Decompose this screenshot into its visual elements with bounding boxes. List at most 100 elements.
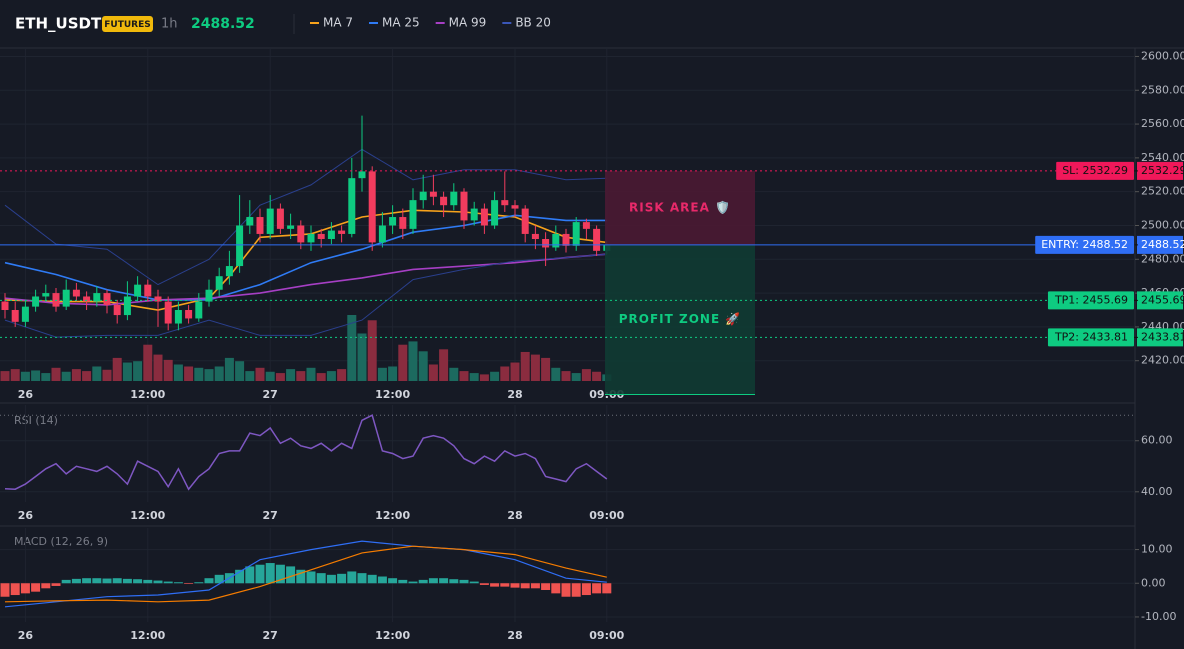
macd-hist [479,583,489,585]
macd-line [4,540,607,608]
macd-hist [275,564,285,584]
macd-hist [592,583,602,594]
macd-hist [153,580,163,584]
macd-title: MACD (12, 26, 9) [14,535,108,548]
legend-label: MA 7 [323,16,353,30]
volume-bar [61,371,71,381]
macd-hist [82,578,92,584]
macd-hist [61,579,71,584]
level-tag: TP1: 2455.69 [1054,293,1128,306]
candle-body [215,276,223,290]
candle-body [521,208,529,234]
y-tick-label: -10.00 [1141,610,1176,623]
x-tick-label: 26 [18,388,34,401]
macd-hist [337,573,347,584]
y-tick-label: 2420.00 [1141,354,1184,367]
macd-hist [490,583,500,587]
x-tick-label: 12:00 [130,629,165,642]
x-tick-label: 27 [263,629,278,642]
level-tag: SL: 2532.29 [1062,164,1128,177]
volume-bar [551,367,561,381]
macd-hist [255,564,265,584]
macd-hist [265,563,275,584]
candle-body [399,217,407,229]
y-tick-label: 10.00 [1141,543,1173,556]
macd-hist [112,578,122,584]
level-tag: TP2: 2433.81 [1054,330,1128,343]
macd-hist [347,571,357,584]
volume-bar [377,367,387,381]
volume-bar [204,369,214,381]
macd-hist [571,583,581,597]
macd-hist [133,579,143,584]
volume-bar [245,371,255,381]
symbol: ETH_USDT [15,15,102,33]
macd-hist [122,578,132,584]
macd-hist [184,583,194,584]
axis-price-bg [1137,328,1183,347]
volume-bar [592,371,602,381]
macd-hist [408,581,418,584]
macd-hist [163,581,173,584]
volume-bar [235,361,245,381]
volume-bar [510,362,520,381]
volume-bar [428,364,438,381]
legend-label: MA 25 [382,16,420,30]
macd-hist [510,583,520,588]
x-tick-label: 27 [263,388,278,401]
macd-hist [31,583,41,592]
macd-hist [541,583,551,590]
candle-body [246,217,254,226]
legend-label: MA 99 [449,16,487,30]
candle-body [103,293,111,305]
x-tick-label: 27 [263,509,278,522]
axis-price: 2455.69 [1141,293,1184,306]
candle-body [195,301,203,319]
volume-bar [255,367,265,381]
volume-bar [275,373,285,381]
rsi-title: RSI (14) [14,414,58,427]
zone [605,244,755,395]
candle-body [409,200,417,229]
macd-hist [398,579,408,584]
badge: FUTURES [104,20,150,30]
candle-body [562,233,570,246]
axis-price-bg [1137,161,1183,180]
volume-bar [449,367,459,381]
y-tick-label: 2580.00 [1141,83,1184,96]
volume-bar [439,349,449,381]
volume-bar [112,357,122,381]
volume-bar [479,374,489,381]
macd-hist [500,583,510,587]
candle-body [287,225,295,229]
macd-hist [377,576,387,584]
candle-body [62,289,70,307]
candle-body [542,239,550,248]
x-tick-label: 12:00 [375,629,410,642]
macd-hist [357,573,367,584]
volume-bar [143,344,153,381]
volume-bar [286,369,296,381]
macd-hist [296,569,306,584]
level-tag-bg [1047,291,1134,310]
candle-body [236,225,244,267]
volume-bar [418,351,428,381]
volume-bar [71,369,81,381]
candle-body [338,230,346,234]
candle-body [266,208,274,234]
level-tag-bg [1056,161,1134,180]
volume-bar [163,359,173,381]
volume-bar [388,366,398,381]
volume-bar [561,371,571,381]
macd-hist [469,581,479,584]
macd-hist [326,574,336,584]
candle-body [1,301,9,311]
y-tick-label: 2520.00 [1141,185,1184,198]
x-tick-label: 12:00 [375,509,410,522]
candle-body [154,296,162,302]
x-tick-label: 09:00 [589,629,624,642]
candle-body [389,217,397,226]
macd-hist [602,583,612,594]
